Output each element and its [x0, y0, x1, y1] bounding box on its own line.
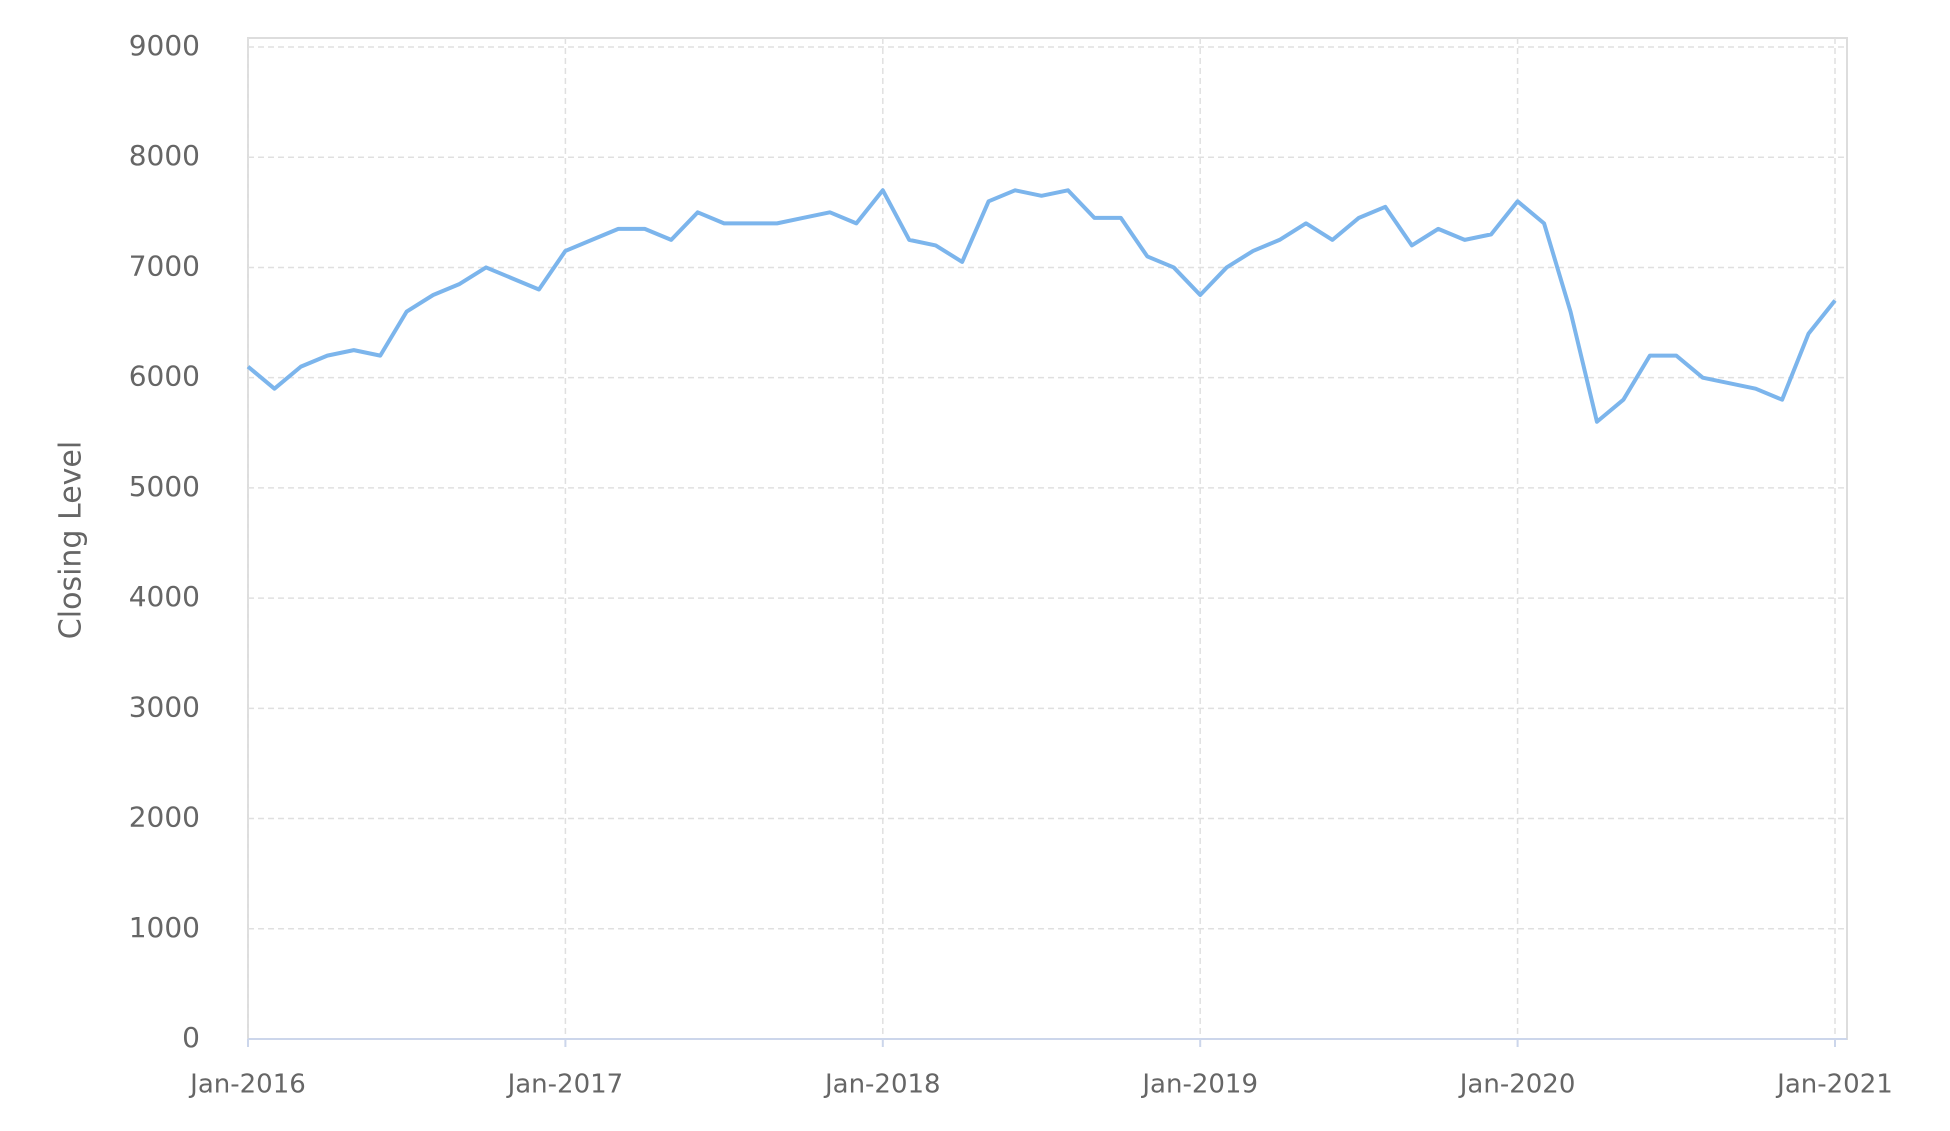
y-tick-label: 1000: [129, 911, 200, 944]
x-tick-label: Jan-2020: [1458, 1070, 1576, 1100]
x-tick-label: Jan-2019: [1140, 1070, 1258, 1100]
y-tick-label: 9000: [129, 29, 200, 62]
y-tick-label: 4000: [129, 580, 200, 613]
plot-border: [247, 37, 1848, 1040]
series-line: [246, 188, 1837, 424]
y-axis-title: Closing Level: [54, 441, 89, 639]
y-tick-label: 5000: [129, 470, 200, 503]
x-tick-label: Jan-2021: [1775, 1070, 1893, 1100]
y-tick-label: 7000: [129, 249, 200, 282]
y-tick-label: 6000: [129, 360, 200, 393]
y-tick-label: 3000: [129, 690, 200, 723]
x-tick-label: Jan-2017: [506, 1070, 624, 1100]
x-tick-label: Jan-2018: [823, 1070, 941, 1100]
y-tick-label: 8000: [129, 139, 200, 172]
y-tick-label: 0: [182, 1021, 200, 1054]
x-tick-label: Jan-2016: [188, 1070, 306, 1100]
y-tick-label: 2000: [129, 801, 200, 834]
